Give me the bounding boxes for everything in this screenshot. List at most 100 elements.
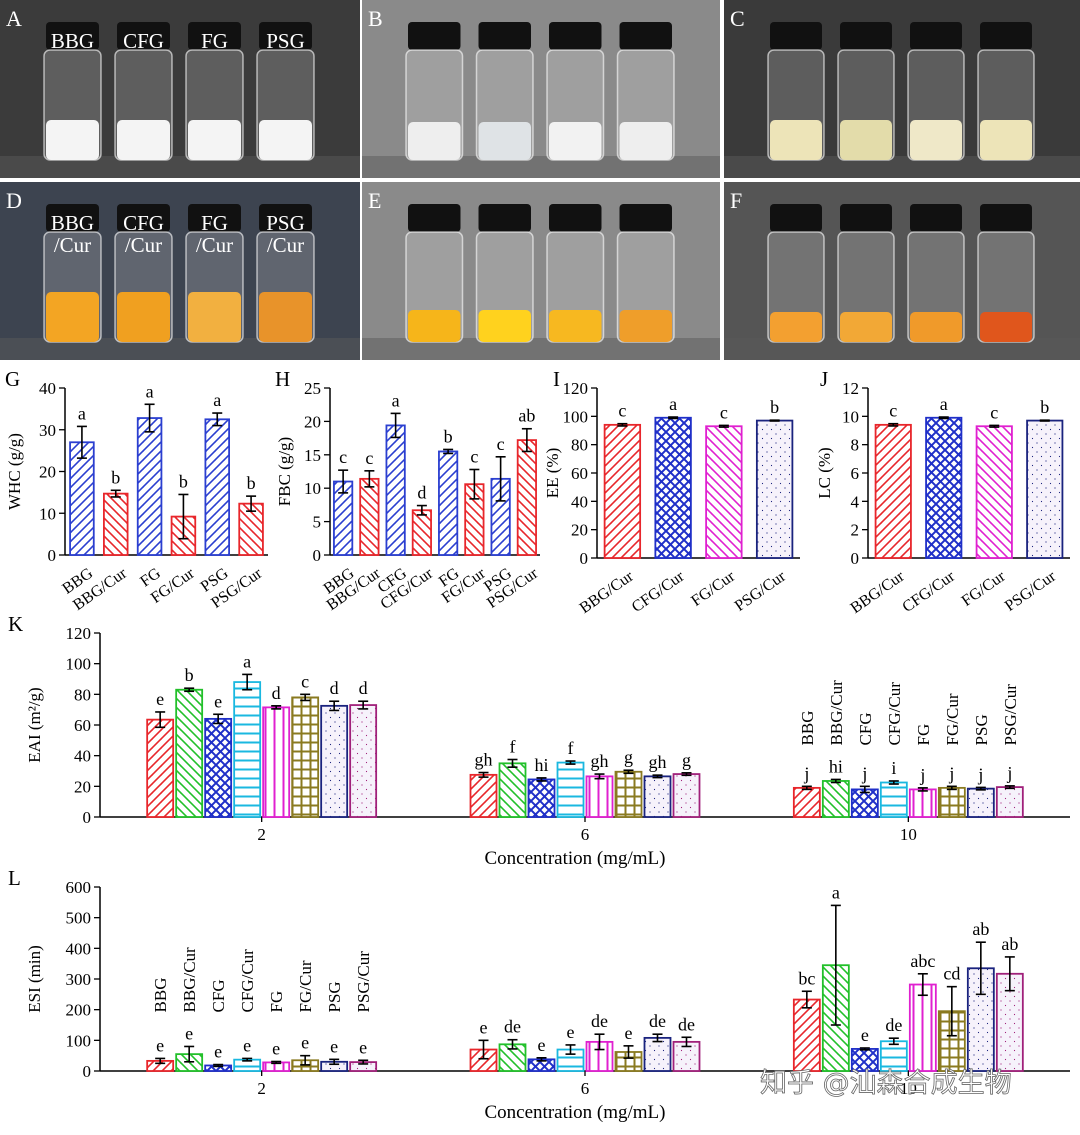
bar xyxy=(411,509,432,556)
significance-letter: de xyxy=(649,1011,666,1031)
table-surface xyxy=(0,156,360,178)
bar xyxy=(821,780,850,818)
bar xyxy=(937,786,966,818)
significance-letter: e xyxy=(480,1017,488,1037)
vial-content xyxy=(770,120,822,160)
bar xyxy=(556,761,585,818)
vial-content xyxy=(619,310,672,342)
photo-panel: F xyxy=(724,182,1080,360)
chart-panel: 0 20 40 60 80 100 120 EE (%) Ic BBG/Cur a CFG/Cur c F… xyxy=(543,367,800,617)
vial-label: PSG xyxy=(266,29,305,53)
significance-letter: b xyxy=(247,473,256,493)
significance-letter: j xyxy=(861,763,867,783)
y-tick-label: 100 xyxy=(563,407,589,426)
y-tick-label: 10 xyxy=(39,504,56,523)
significance-letter: b xyxy=(185,665,194,685)
y-tick-label: 2 xyxy=(851,521,860,540)
vial-content xyxy=(408,122,461,160)
vial-content xyxy=(259,292,312,342)
significance-letter: gh xyxy=(475,750,493,770)
x-tick-label: 10 xyxy=(900,825,917,844)
y-tick-label: 4 xyxy=(851,492,860,511)
x-tick-label: 6 xyxy=(581,825,590,844)
significance-letter: c xyxy=(301,671,309,691)
y-tick-label: 0 xyxy=(83,1062,92,1081)
y-tick-label: 8 xyxy=(851,436,860,455)
x-tick-label: PSG/Cur xyxy=(1002,567,1060,614)
significance-letter: d xyxy=(359,678,368,698)
bar xyxy=(469,773,498,818)
y-tick-label: 20 xyxy=(74,777,91,796)
y-tick-label: 15 xyxy=(304,446,321,465)
significance-letter: e xyxy=(538,1035,546,1055)
bar xyxy=(69,441,95,556)
legend-label: CFG/Cur xyxy=(238,949,257,1013)
y-tick-label: 600 xyxy=(66,878,92,897)
significance-letter: ab xyxy=(1001,934,1018,954)
bar xyxy=(908,983,937,1072)
significance-letter: e xyxy=(301,1033,309,1053)
bar xyxy=(233,681,262,818)
y-tick-label: 80 xyxy=(74,685,91,704)
legend-label: FG/Cur xyxy=(943,693,962,745)
x-tick-label: FG/Cur xyxy=(688,567,738,609)
y-tick-label: 40 xyxy=(74,747,91,766)
vial-label: /Cur xyxy=(125,233,162,257)
panel-letter: B xyxy=(368,6,383,31)
significance-letter: cd xyxy=(943,964,960,984)
y-axis-label: EAI (m²/g) xyxy=(25,687,44,762)
vial-cap xyxy=(619,22,672,50)
significance-letter: e xyxy=(214,691,222,711)
y-tick-label: 120 xyxy=(563,379,589,398)
panel-letter: C xyxy=(730,6,745,31)
significance-letter: abc xyxy=(910,951,935,971)
y-tick-label: 100 xyxy=(66,1031,92,1050)
photo-panel: BBG CFG FG PSG A xyxy=(0,0,360,178)
y-tick-label: 25 xyxy=(304,379,321,398)
vial-label: BBG xyxy=(51,211,94,235)
y-tick-label: 300 xyxy=(66,970,92,989)
vial-content xyxy=(188,120,241,160)
legend-label: PSG/Cur xyxy=(1001,684,1020,746)
significance-letter: c xyxy=(365,448,373,468)
significance-letter: d xyxy=(330,678,339,698)
vial-cap xyxy=(478,204,531,232)
bar xyxy=(603,423,642,559)
bar xyxy=(498,762,527,818)
significance-letter: j xyxy=(1006,763,1012,783)
significance-letter: f xyxy=(568,738,574,758)
significance-letter: e xyxy=(243,1035,251,1055)
significance-letter: a xyxy=(78,403,86,423)
vial-cap xyxy=(910,204,962,232)
vial-cap xyxy=(980,22,1032,50)
y-tick-label: 0 xyxy=(580,549,589,568)
significance-letter: g xyxy=(682,750,691,770)
table-surface xyxy=(362,156,720,178)
bar xyxy=(175,688,204,818)
legend-label: CFG xyxy=(209,979,228,1012)
significance-letter: de xyxy=(591,1011,608,1031)
legend-label: FG xyxy=(914,724,933,746)
bar xyxy=(792,998,821,1072)
vial-label: FG xyxy=(201,29,228,53)
significance-letter: bc xyxy=(798,968,815,988)
vial-cap xyxy=(770,22,822,50)
y-tick-label: 40 xyxy=(571,492,588,511)
y-tick-label: 6 xyxy=(851,464,860,483)
bar xyxy=(385,424,406,556)
vial-cap xyxy=(980,204,1032,232)
panel-letter: D xyxy=(6,188,22,213)
legend-label: BBG xyxy=(151,977,170,1012)
vial-content xyxy=(117,292,170,342)
bar xyxy=(654,416,692,559)
significance-letter: j xyxy=(948,763,954,783)
table-surface xyxy=(362,338,720,360)
bar xyxy=(204,717,233,818)
significance-letter: a xyxy=(832,882,840,902)
bar xyxy=(103,492,129,556)
legend-label: BBG/Cur xyxy=(180,947,199,1013)
bar xyxy=(966,787,995,818)
bar xyxy=(755,419,794,559)
